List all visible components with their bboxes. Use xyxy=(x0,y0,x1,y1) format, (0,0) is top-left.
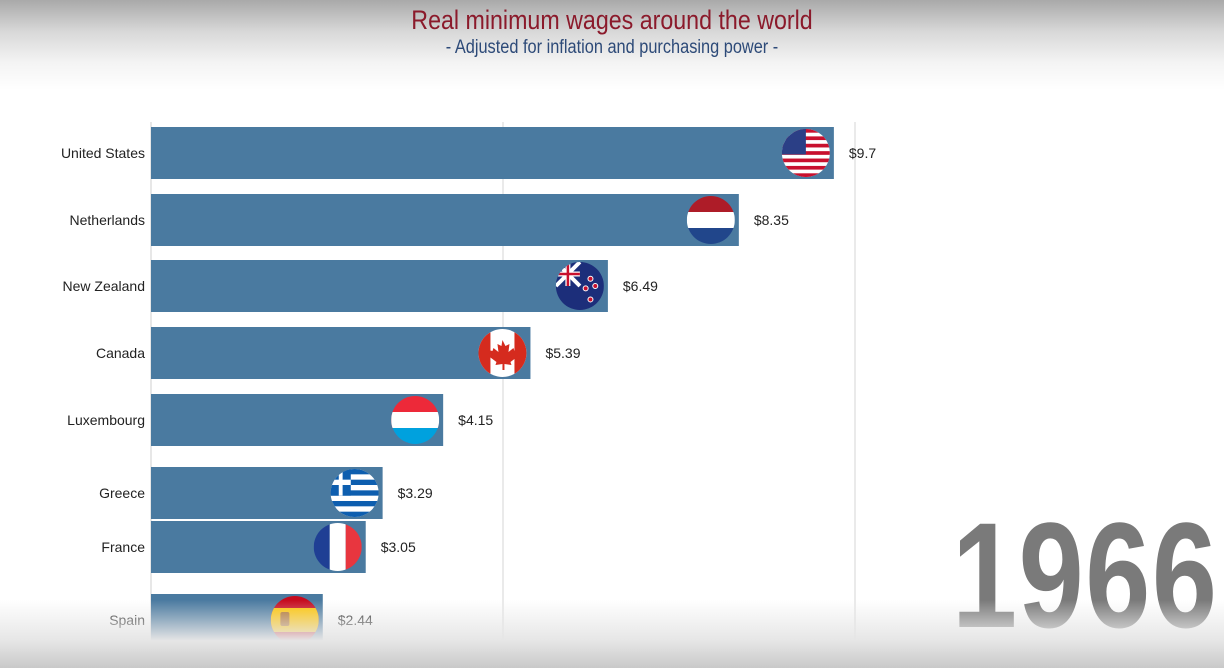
france-flag-icon xyxy=(313,523,362,571)
category-label: Netherlands xyxy=(70,212,146,228)
bar-group: Canada $5.39 xyxy=(96,327,581,379)
luxembourg-flag-icon xyxy=(391,396,440,444)
category-label: Greece xyxy=(99,485,145,501)
value-label: $2.44 xyxy=(338,612,373,628)
bar-group: Spain $2.44 xyxy=(109,594,373,646)
category-label: France xyxy=(101,539,145,555)
spain-flag-icon xyxy=(270,596,319,644)
value-label: $3.29 xyxy=(398,485,433,501)
header-background xyxy=(0,0,1224,90)
us-flag-icon xyxy=(781,129,830,177)
bar-group: Netherlands $8.35 xyxy=(70,194,789,246)
value-label: $6.49 xyxy=(623,278,658,294)
bar xyxy=(151,260,608,312)
value-label: $8.35 xyxy=(754,212,789,228)
value-label: $5.39 xyxy=(545,345,580,361)
bar xyxy=(151,127,834,179)
category-label: Canada xyxy=(96,345,145,361)
netherlands-flag-icon xyxy=(686,196,735,244)
value-label: $3.05 xyxy=(381,539,416,555)
new-zealand-flag-icon xyxy=(555,262,604,310)
bar xyxy=(151,327,531,379)
bar-group: New Zealand $6.49 xyxy=(63,260,658,312)
value-label: $4.15 xyxy=(458,412,493,428)
canada-flag-icon xyxy=(478,329,527,377)
year-label: 1966 xyxy=(952,491,1219,659)
chart-title: Real minimum wages around the world xyxy=(411,5,813,35)
chart-subtitle: - Adjusted for inflation and purchasing … xyxy=(445,37,779,58)
bar-group: Luxembourg $4.15 xyxy=(67,394,493,446)
greece-flag-icon xyxy=(330,469,379,517)
category-label: Spain xyxy=(109,612,145,628)
bar xyxy=(151,194,739,246)
category-label: United States xyxy=(61,145,145,161)
category-label: New Zealand xyxy=(63,278,146,294)
value-label: $9.7 xyxy=(849,145,876,161)
bar-group: France $3.05 xyxy=(101,521,416,573)
category-label: Luxembourg xyxy=(67,412,145,428)
bar-group: United States $9.7 xyxy=(61,127,876,179)
bar-group: Greece $3.29 xyxy=(99,467,433,519)
